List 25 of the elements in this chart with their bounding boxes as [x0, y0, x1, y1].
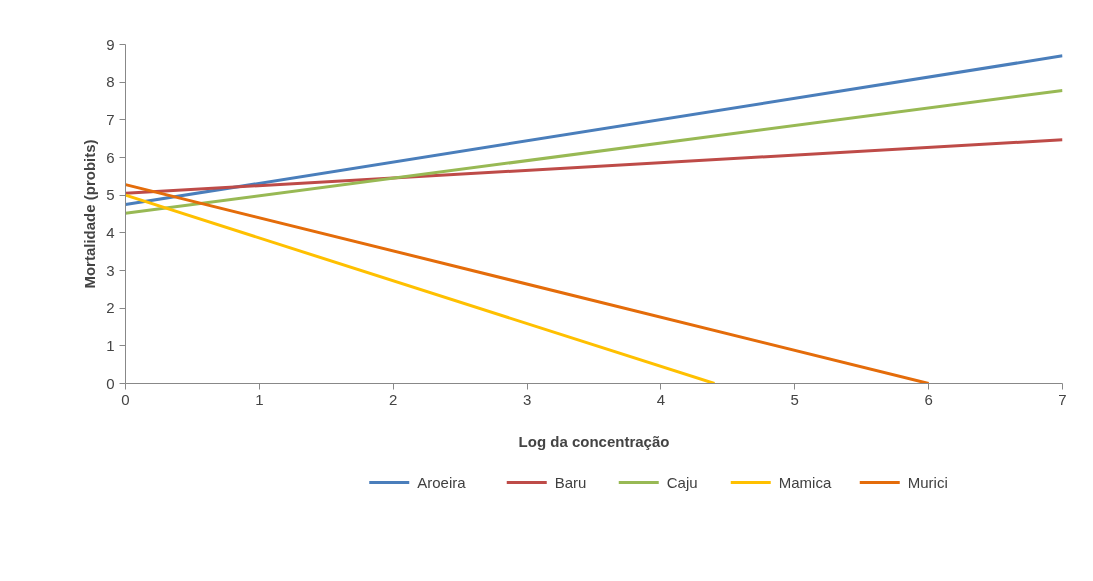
- x-tick-label: 4: [656, 390, 666, 408]
- legend-label: Baru: [554, 474, 587, 491]
- y-tick-label: 5: [106, 186, 115, 204]
- legend-label: Murici: [907, 474, 948, 491]
- x-tick-label: 1: [255, 390, 264, 408]
- legend-label: Aroeira: [417, 474, 467, 491]
- y-tick-label: 4: [106, 223, 115, 241]
- y-tick-label: 6: [106, 148, 115, 166]
- x-tick-label: 0: [121, 390, 130, 408]
- y-tick-label: 1: [106, 336, 115, 354]
- y-tick-label: 3: [106, 261, 115, 279]
- x-axis-title: Log da concentração: [518, 432, 670, 450]
- x-tick-label: 2: [389, 390, 398, 408]
- x-tick-label: 5: [790, 390, 799, 408]
- x-tick-label: 6: [924, 390, 933, 408]
- y-tick-label: 2: [106, 299, 115, 317]
- y-tick-label: 0: [106, 374, 115, 392]
- y-tick-label: 9: [106, 35, 115, 53]
- y-tick-label: 8: [106, 73, 115, 91]
- legend-label: Mamica: [778, 474, 832, 491]
- y-axis-title: Mortalidade (probits): [81, 139, 99, 289]
- legend-label: Caju: [666, 474, 698, 491]
- x-tick-label: 3: [522, 390, 532, 408]
- x-tick-label: 7: [1058, 390, 1067, 408]
- y-tick-label: 7: [106, 110, 115, 128]
